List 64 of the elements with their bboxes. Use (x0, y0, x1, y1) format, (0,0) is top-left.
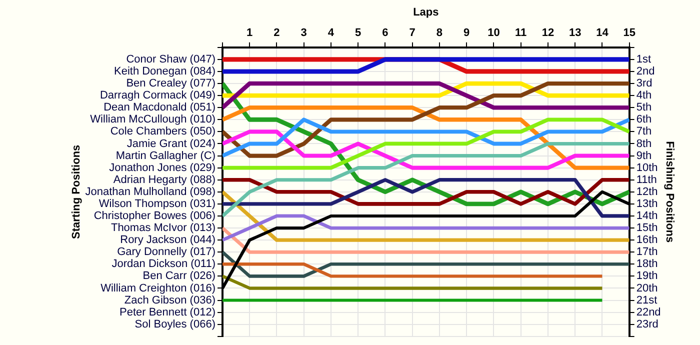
y2-tick-label: 9th (636, 150, 652, 162)
x-tick-label: 1 (246, 26, 253, 39)
y2-tick-label: 11th (636, 174, 657, 186)
y2-tick-label: 23rd (636, 318, 658, 330)
x-tick-label: 13 (568, 26, 582, 39)
y2-tick-label: 2nd (636, 66, 655, 78)
category-label: Dean Macdonald (051) (104, 102, 216, 114)
y2-tick-label: 1st (636, 53, 652, 66)
category-label: Wilson Thompson (031) (98, 198, 216, 210)
x-tick-label: 8 (436, 26, 443, 39)
x-tick-label: 11 (515, 26, 527, 39)
x-tick-label: 5 (355, 26, 362, 39)
category-label: Sol Boyles (066) (134, 318, 216, 330)
y2-tick-label: 18th (636, 258, 658, 270)
category-label: Christopher Bowes (006) (94, 210, 216, 222)
category-label: Darragh Cormack (049) (100, 90, 216, 102)
y2-tick-label: 21st (636, 294, 658, 306)
y2-tick-label: 19th (636, 270, 658, 282)
x-tick-label: 14 (596, 26, 610, 39)
x-tick-label: 3 (300, 26, 307, 39)
x-tick-label: 10 (488, 26, 500, 39)
x-tick-label: 7 (409, 26, 416, 39)
category-label: Gary Donnelly (017) (117, 246, 216, 258)
y2-tick-label: 4th (636, 90, 652, 102)
y2-tick-label: 10th (636, 162, 658, 174)
y2-tick-label: 3rd (636, 78, 652, 90)
category-label: Rory Jackson (044) (120, 234, 216, 246)
y2-tick-label: 6th (636, 114, 652, 126)
y2-tick-label: 12th (636, 186, 658, 198)
x-axis-title: Laps (413, 6, 439, 19)
text: Starting Positions (70, 144, 83, 239)
category-label: William McCullough (010) (90, 114, 216, 126)
x-tick-label: 12 (542, 26, 554, 39)
category-label: Peter Bennett (012) (119, 306, 216, 318)
category-label: Jamie Grant (024) (126, 138, 216, 150)
y2-tick-label: 8th (636, 138, 652, 150)
y2-tick-label: 17th (636, 246, 658, 258)
y2-tick-label: 14th (636, 210, 658, 222)
y2-axis-title: Finishing Positions (663, 141, 676, 243)
x-tick-label: 6 (382, 26, 388, 39)
x-tick-label: 4 (328, 26, 335, 39)
category-label: Ben Carr (026) (142, 270, 216, 282)
category-label: Adrian Hegarty (088) (113, 174, 216, 186)
category-label: William Creighton (016) (100, 282, 216, 294)
category-label: Ben Crealey (077) (126, 78, 216, 90)
category-label: Cole Chambers (050) (110, 126, 216, 138)
category-label: Martin Gallagher (C) (116, 150, 216, 162)
category-label: Jonathan Mulholland (098) (85, 186, 216, 198)
y2-tick-label: 15th (636, 222, 658, 234)
category-label: Thomas McIvor (013) (110, 222, 216, 234)
category-label: Conor Shaw (047) (126, 53, 216, 66)
y2-tick-label: 13th (636, 198, 658, 210)
x-tick-label: 9 (464, 26, 470, 39)
category-label: Jonathon Jones (029) (109, 162, 216, 174)
y2-tick-label: 5th (636, 102, 652, 114)
y2-tick-label: 7th (636, 126, 652, 138)
category-label: Zach Gibson (036) (124, 294, 216, 306)
x-tick-label: 15 (623, 26, 636, 39)
y2-tick-label: 20th (636, 282, 658, 294)
y2-tick-label: 16th (636, 234, 658, 246)
y2-tick-label: 22nd (636, 306, 661, 318)
x-tick-label: 2 (274, 26, 280, 39)
category-label: Jordan Dickson (011) (112, 258, 216, 270)
category-label: Keith Donegan (084) (114, 66, 216, 78)
